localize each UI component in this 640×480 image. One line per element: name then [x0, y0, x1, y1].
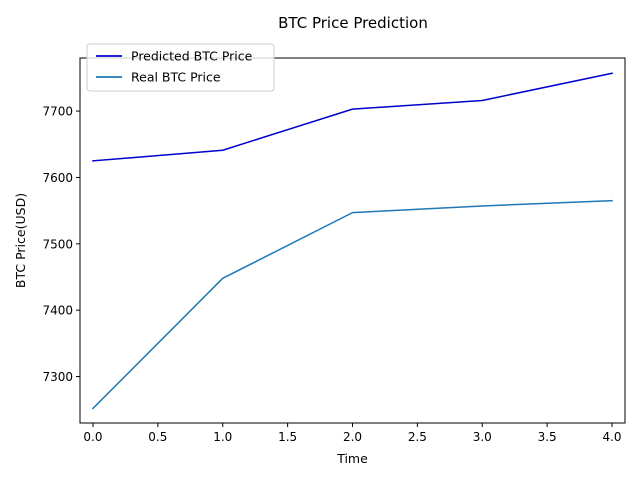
x-tick-label: 1.5 — [278, 430, 297, 444]
y-tick-label: 7500 — [42, 237, 73, 251]
x-axis-ticks: 0.0 0.5 1.0 1.5 2.0 2.5 3.0 3.5 4.0 — [83, 423, 622, 444]
y-tick-label: 7400 — [42, 304, 73, 318]
chart-title: BTC Price Prediction — [278, 14, 428, 32]
x-tick-label: 3.0 — [473, 430, 492, 444]
legend-label-0: Predicted BTC Price — [131, 49, 253, 64]
x-tick-label: 0.0 — [83, 430, 102, 444]
y-tick-label: 7700 — [42, 105, 73, 119]
legend-box — [86, 43, 275, 92]
y-axis-label: BTC Price(USD) — [13, 193, 28, 288]
series-line-0 — [92, 72, 613, 162]
plot-area — [80, 58, 625, 423]
x-tick-label: 3.5 — [538, 430, 557, 444]
series-layer — [91, 72, 613, 410]
legend-label-1: Real BTC Price — [131, 70, 221, 85]
legend: Predicted BTC Price Real BTC Price — [86, 43, 275, 92]
y-axis-ticks: 7300 7400 7500 7600 7700 — [42, 105, 80, 384]
x-axis-label: Time — [336, 451, 368, 466]
y-tick-label: 7600 — [42, 171, 73, 185]
y-tick-label: 7300 — [42, 370, 73, 384]
x-tick-label: 2.0 — [343, 430, 362, 444]
x-tick-label: 4.0 — [602, 430, 621, 444]
x-tick-label: 1.0 — [213, 430, 232, 444]
series-line-1 — [91, 199, 613, 410]
x-tick-label: 2.5 — [408, 430, 427, 444]
x-tick-label: 0.5 — [148, 430, 167, 444]
plot-background — [80, 58, 625, 423]
